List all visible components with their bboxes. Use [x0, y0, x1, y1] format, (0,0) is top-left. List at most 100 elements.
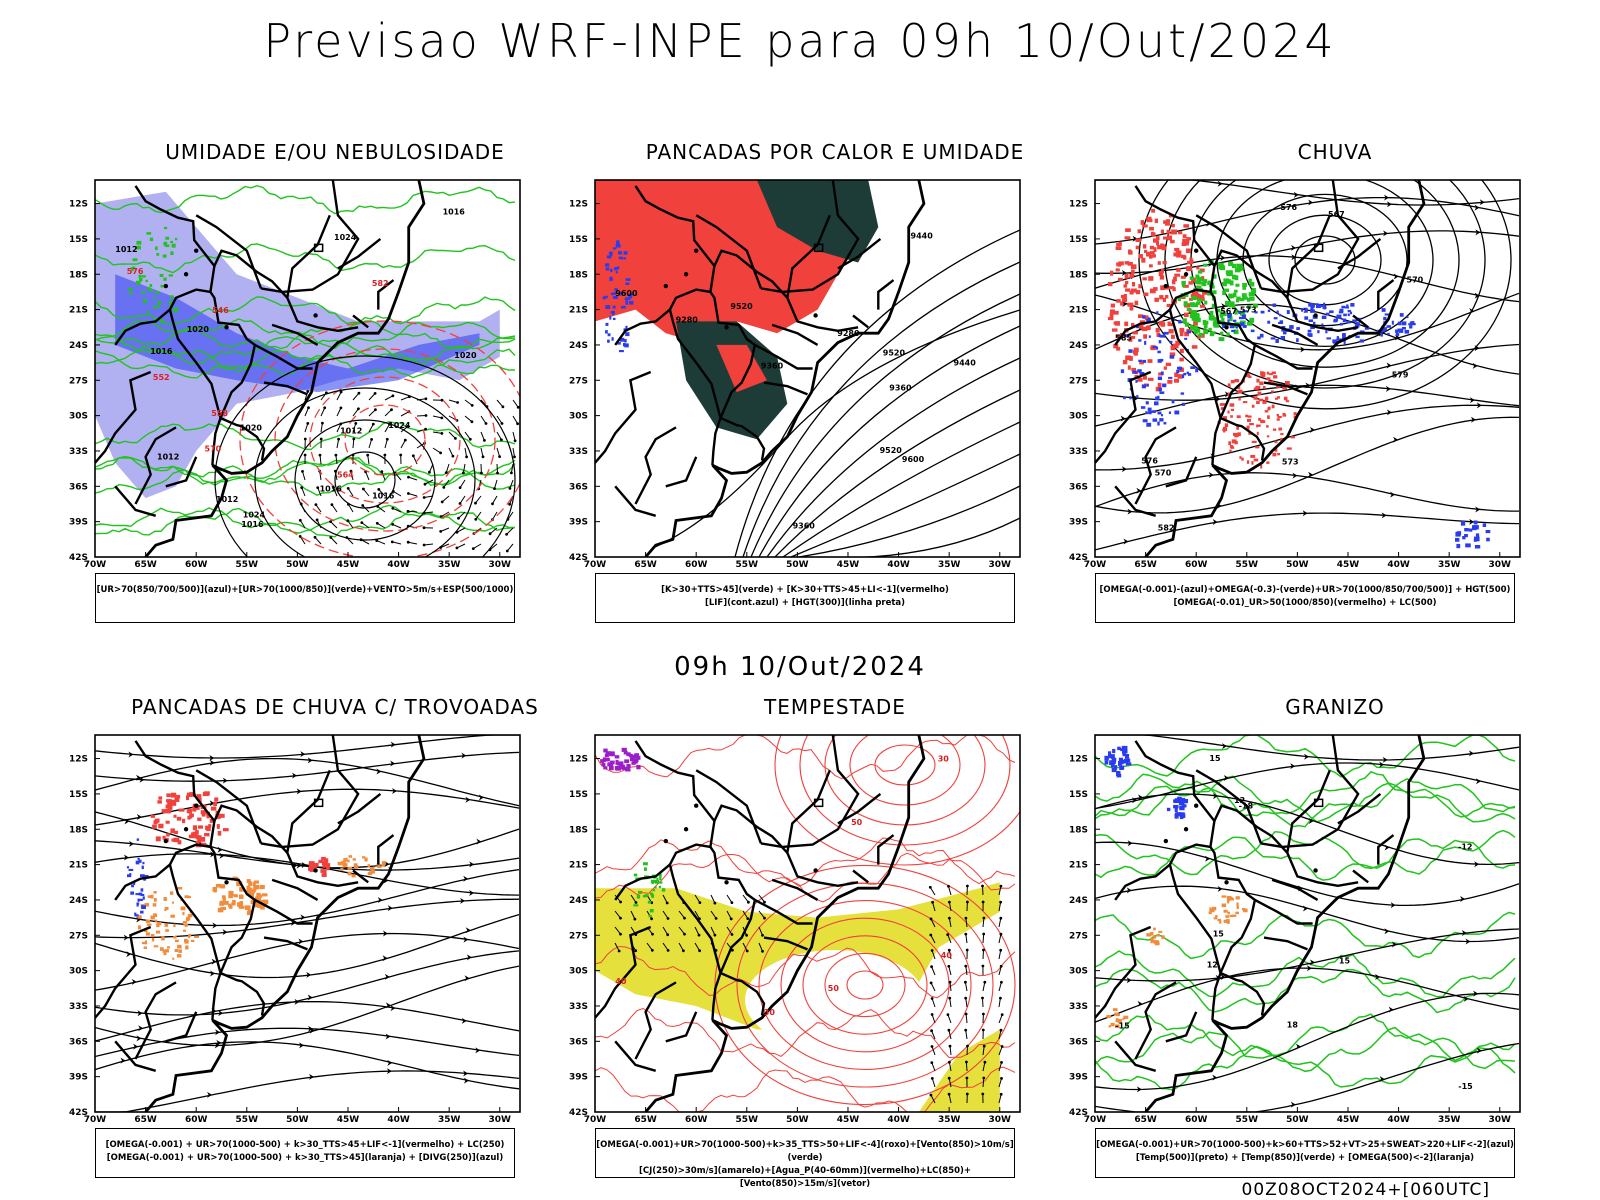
- lon-tick-label: 45W: [837, 1115, 860, 1125]
- field-shading: [343, 858, 348, 862]
- field-shading: [231, 902, 236, 906]
- state-border: [665, 1011, 698, 1043]
- lat-tick-label: 42S: [1069, 553, 1088, 563]
- wind-vector-head: [444, 471, 448, 474]
- wind-vector: [448, 399, 458, 403]
- lon-tick-label: 65W: [634, 560, 657, 570]
- field-shading: [1148, 276, 1154, 281]
- field-shading: [162, 949, 167, 953]
- wind-vector-head: [946, 1013, 950, 1016]
- field-shading: [1304, 309, 1308, 313]
- field-shading: [180, 906, 186, 911]
- streamline-arrow: [1379, 761, 1385, 768]
- streamline-arrow: [387, 905, 393, 912]
- streamline-arrow: [300, 751, 306, 758]
- streamline-arrow: [465, 927, 471, 934]
- contour-value-label: -12: [1458, 843, 1472, 852]
- field-shading: [1199, 281, 1205, 285]
- field-shading: [1195, 280, 1201, 284]
- contour-value-label: 9520: [880, 446, 903, 455]
- field-shading: [1174, 410, 1180, 415]
- contour-value-label: -15: [1458, 1082, 1473, 1091]
- field-shading: [137, 915, 142, 919]
- field-shading: [1117, 1020, 1120, 1024]
- field-shading: [213, 801, 217, 807]
- field-shading: [182, 921, 187, 924]
- field-shading: [649, 909, 654, 913]
- field-shading: [165, 244, 170, 248]
- streamline: [1095, 255, 1520, 303]
- wind-vector-head: [440, 432, 444, 435]
- wind-vector-head: [346, 487, 350, 490]
- streamline: [95, 950, 520, 1016]
- wind-vector: [998, 918, 1002, 928]
- wind-vector: [347, 520, 354, 529]
- wind-vector: [965, 934, 968, 944]
- wind-vector-head: [650, 917, 653, 921]
- field-shading: [216, 824, 220, 829]
- wind-vector: [998, 982, 1002, 992]
- streamline: [95, 898, 520, 939]
- field-shading: [1154, 401, 1159, 406]
- field-shading: [630, 754, 637, 759]
- field-shading: [1194, 329, 1198, 335]
- field-shading: [1186, 237, 1192, 241]
- field-shading: [1213, 317, 1218, 322]
- wind-vector-head: [1000, 1045, 1004, 1048]
- wind-vector-head: [682, 949, 685, 953]
- wind-vector-head: [966, 884, 969, 888]
- streamline-arrow: [390, 760, 396, 767]
- contour-value-label: 558: [211, 409, 228, 418]
- field-shading: [168, 300, 172, 304]
- contour-line: [214, 355, 516, 557]
- wind-vector: [662, 942, 669, 951]
- wind-vector-head: [999, 916, 1003, 920]
- lat-tick-label: 39S: [69, 1073, 88, 1083]
- lat-tick-label: 21S: [569, 306, 588, 316]
- lat-tick-label: 21S: [569, 861, 588, 871]
- wind-vector: [489, 527, 498, 535]
- field-shading: [1115, 1024, 1120, 1029]
- field-shading: [1142, 359, 1147, 363]
- field-shading: [194, 935, 200, 938]
- streamline: [1095, 196, 1520, 245]
- field-shading: [1123, 284, 1128, 288]
- panel-title: PANCADAS DE CHUVA C/ TROVOADAS: [131, 695, 539, 719]
- wind-vector: [742, 894, 749, 903]
- field-shading: [254, 903, 259, 908]
- field-shading: [1179, 348, 1184, 354]
- wind-vector: [662, 926, 669, 935]
- wind-vector-head: [966, 900, 969, 904]
- field-shading: [1170, 323, 1174, 327]
- field-shading: [347, 866, 353, 870]
- wind-vector-head: [964, 964, 968, 968]
- field-shading: [1130, 264, 1137, 270]
- streamline: [1095, 472, 1519, 512]
- field-shading: [1193, 320, 1198, 326]
- field-shading: [1169, 355, 1175, 359]
- field-shading: [1117, 277, 1123, 282]
- field-shading: [1159, 391, 1165, 394]
- field-shading: [1350, 311, 1353, 315]
- field-shading: [1486, 537, 1490, 542]
- field-shading: [1234, 309, 1238, 315]
- legend-box: [UR>70(850/700/500)](azul)+[UR>70(1000/8…: [95, 573, 515, 623]
- wind-vector-head: [422, 543, 426, 547]
- field-shading: [1465, 543, 1471, 548]
- field-shading: [1355, 335, 1360, 339]
- island: [1224, 880, 1229, 885]
- field-shading: [1104, 755, 1109, 761]
- field-shading: [1337, 316, 1341, 319]
- wind-vector-head: [930, 1013, 934, 1016]
- field-shading: [1198, 277, 1203, 281]
- wind-vector: [491, 511, 498, 520]
- field-shading: [1173, 252, 1178, 257]
- field-shading: [1232, 274, 1236, 280]
- wind-vector-head: [981, 964, 985, 968]
- field-shading: [1222, 325, 1225, 329]
- field-shading: [1119, 765, 1124, 771]
- field-shading: [648, 915, 652, 918]
- state-border: [713, 804, 859, 888]
- contour-line: [1138, 180, 1512, 410]
- wind-vector: [384, 423, 390, 433]
